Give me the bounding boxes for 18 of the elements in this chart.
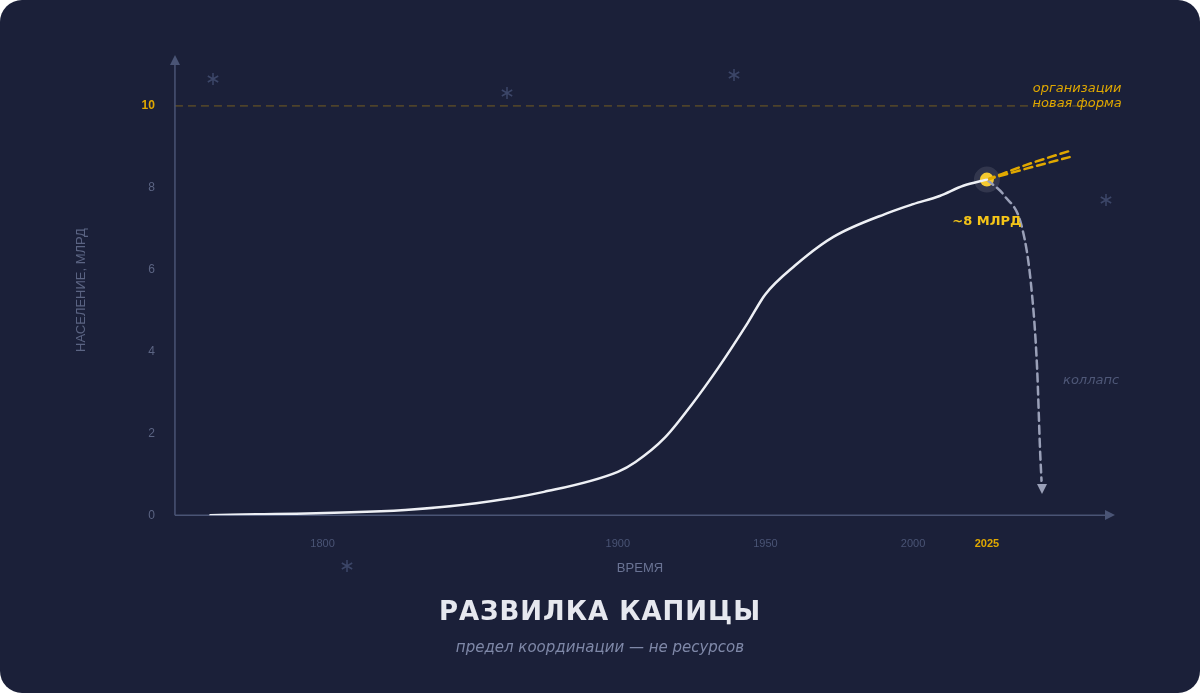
annotation: коллапс — [1063, 371, 1120, 387]
x-tick-label: 2025 — [974, 536, 1000, 549]
text: РАЗВИЛКА КАПИЦЫ — [437, 596, 763, 626]
text: предел координации — не ресурсов — [454, 638, 746, 656]
x-tick-label: 1950 — [753, 536, 778, 549]
x-axis-title: ВРЕМЯ — [616, 559, 664, 575]
annotation: ~8 МЛРД — [952, 212, 1022, 228]
y-tick-label: 6 — [148, 261, 156, 276]
y-tick-label: 10 — [141, 98, 156, 113]
x-tick-label: 2000 — [900, 536, 926, 549]
y-tick-label: 8 — [148, 180, 156, 195]
y-tick-label: 2 — [148, 425, 156, 440]
x-tick-label: 1800 — [310, 536, 335, 549]
y-tick-label: 4 — [148, 343, 156, 358]
annotation: организации новая форма — [1032, 80, 1122, 111]
y-axis-title: НАСЕЛЕНИЕ, МЛРД — [73, 228, 89, 352]
x-tick-label: 1900 — [605, 536, 631, 549]
y-tick-label: 0 — [148, 507, 156, 522]
